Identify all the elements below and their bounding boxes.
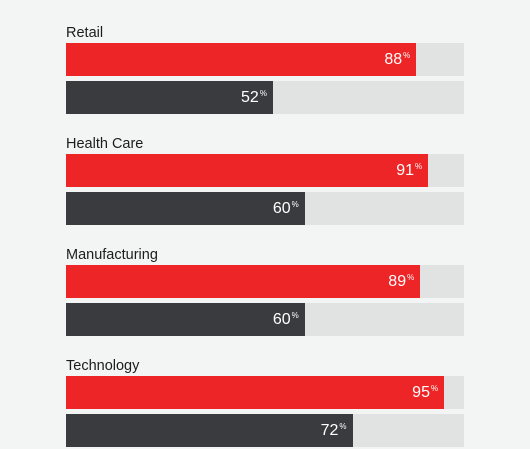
data-label-unit: % (430, 384, 439, 393)
data-label-unit: % (291, 311, 299, 320)
data-label-value: 60 (272, 200, 291, 217)
bar-track: 88% (66, 43, 464, 76)
bar: 60% (66, 192, 305, 225)
bar-track: 52% (66, 81, 464, 114)
category-label: Technology (66, 358, 140, 374)
data-label: 91% (396, 154, 422, 187)
bar: 88% (66, 43, 417, 76)
bar: 52% (66, 81, 273, 114)
data-label: 88% (384, 43, 410, 76)
data-label-value: 95 (412, 384, 430, 401)
bar-track: 95% (66, 376, 464, 409)
data-label-value: 88 (384, 51, 403, 68)
data-label: 60% (273, 192, 299, 225)
data-label-unit: % (259, 89, 267, 98)
data-label-value: 91 (396, 162, 415, 179)
bar: 72% (66, 414, 353, 447)
bar-track: 60% (66, 303, 464, 336)
bar: 91% (66, 154, 429, 187)
bar-track: 91% (66, 154, 464, 187)
data-label-unit: % (291, 200, 299, 209)
data-label: 89% (388, 265, 414, 298)
bar-track: 72% (66, 414, 464, 447)
category-label: Health Care (66, 136, 144, 152)
bar: 89% (66, 265, 421, 298)
data-label-unit: % (415, 162, 423, 171)
data-label: 72% (321, 414, 347, 447)
data-label-unit: % (403, 51, 411, 60)
data-label: 95% (412, 376, 438, 409)
data-label-unit: % (339, 422, 347, 431)
category-label: Retail (66, 25, 104, 41)
bar-track: 60% (66, 192, 464, 225)
data-label-value: 89 (388, 273, 407, 290)
data-label: 60% (273, 303, 299, 336)
bar-track: 89% (66, 265, 464, 298)
data-label: 52% (241, 81, 267, 114)
data-label-unit: % (407, 273, 415, 282)
data-label-value: 72 (320, 422, 339, 439)
bar: 60% (66, 303, 305, 336)
bar: 95% (66, 376, 445, 409)
data-label-value: 52 (241, 89, 259, 106)
data-label-value: 60 (272, 311, 291, 328)
category-label: Manufacturing (66, 247, 158, 263)
